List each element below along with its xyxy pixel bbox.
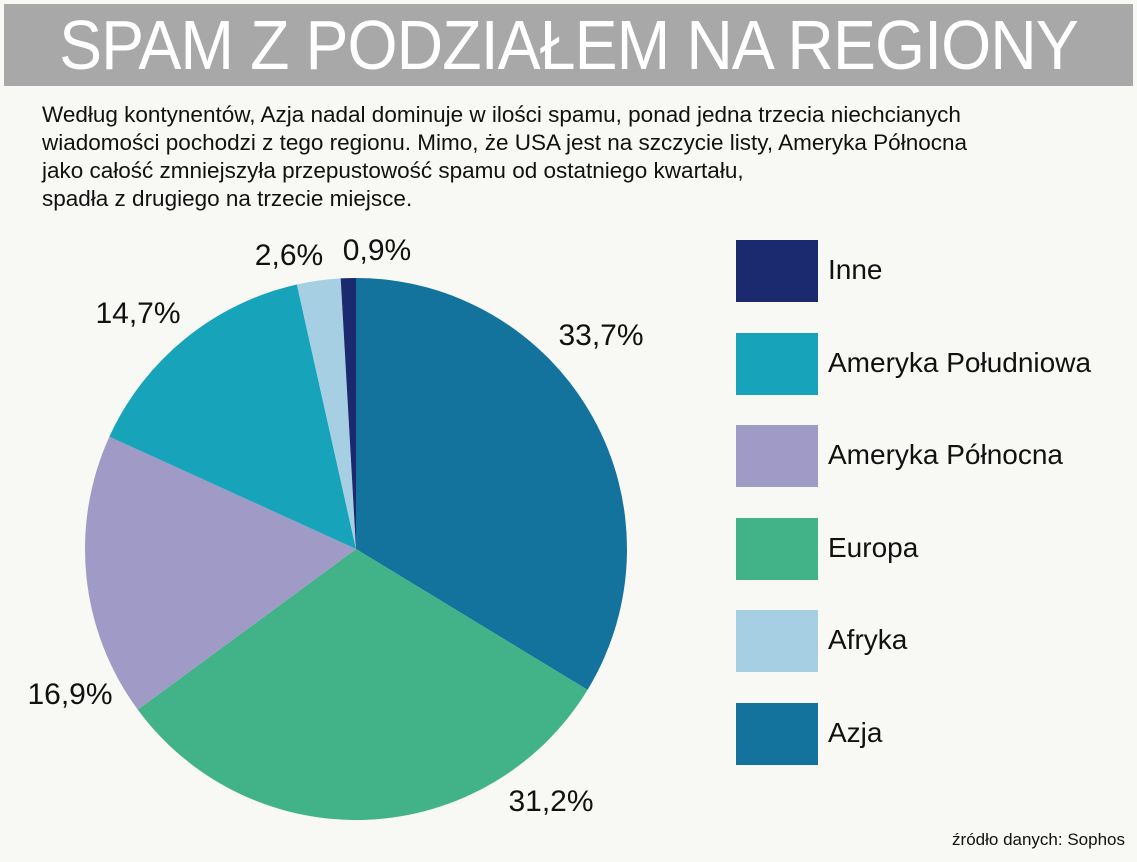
- legend-swatch: [736, 425, 818, 488]
- pie-slice-europa: [137, 549, 588, 821]
- legend-label: Ameryka Północna: [828, 439, 1064, 471]
- title-bar: SPAM Z PODZIAŁEM NA REGIONY: [4, 4, 1133, 86]
- legend-swatch: [736, 240, 818, 302]
- pie-chart: 33,7% 31,2% 16,9% 14,7% 2,6% 0,9%: [27, 234, 644, 821]
- legend-label: Afryka: [828, 624, 908, 656]
- data-label-europa: 31,2%: [508, 785, 593, 818]
- legend-label: Europa: [828, 531, 919, 563]
- legend-swatch: [736, 332, 818, 395]
- pie-slice-azja: [356, 278, 627, 690]
- legend-label: Inne: [828, 254, 883, 285]
- chart-title: SPAM Z PODZIAŁEM NA REGIONY: [59, 6, 1079, 84]
- legend-swatch: [736, 610, 818, 673]
- legend-swatch: [736, 517, 818, 580]
- source-note: źródło danych: Sophos: [952, 830, 1125, 849]
- legend-label: Ameryka Południowa: [828, 346, 1092, 378]
- legend-swatch: [736, 702, 818, 765]
- data-label-azja: 33,7%: [558, 319, 643, 352]
- data-label-ameryka-południowa: 14,7%: [95, 297, 180, 330]
- pie-slice-inne: [340, 278, 356, 549]
- data-label-afryka: 2,6%: [255, 239, 323, 272]
- pie-slice-afryka: [296, 278, 356, 549]
- data-label-ameryka-północna: 16,9%: [27, 678, 112, 711]
- legend-label: Azja: [828, 716, 883, 748]
- description-text: Według kontynentów, Azja nadal dominuje …: [42, 102, 967, 211]
- pie-slice-ameryka-południowa: [109, 284, 356, 549]
- pie-slice-ameryka-północna: [85, 436, 357, 710]
- data-label-inne: 0,9%: [343, 234, 411, 267]
